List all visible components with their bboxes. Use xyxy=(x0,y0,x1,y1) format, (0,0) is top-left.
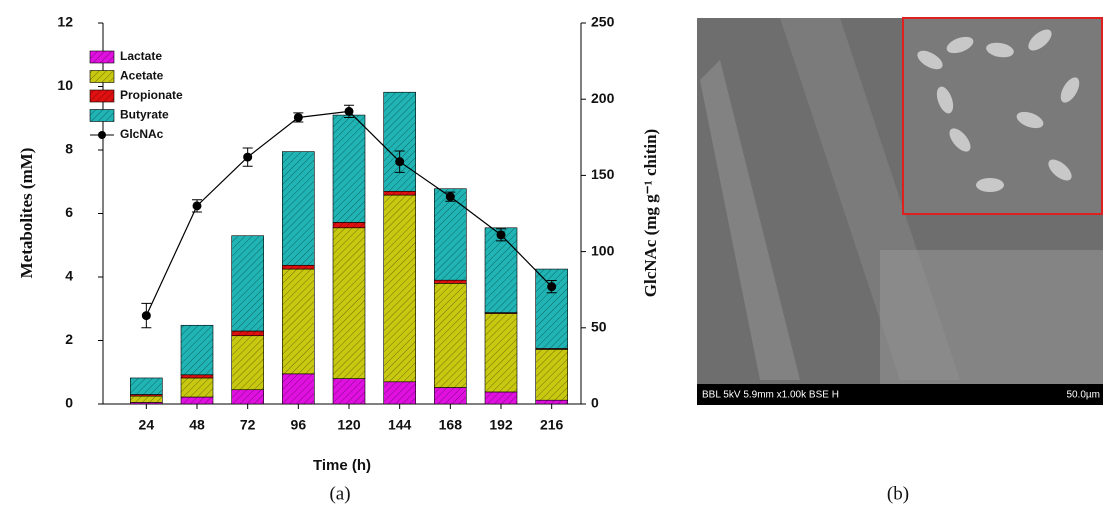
x-tick-label: 120 xyxy=(337,417,361,433)
texture xyxy=(880,250,1103,384)
bar-segment xyxy=(434,283,467,388)
point xyxy=(243,152,253,162)
bar-segment xyxy=(434,387,467,405)
y-tick-label: 10 xyxy=(57,77,73,93)
panel-label: (a) xyxy=(329,483,350,504)
legend-swatch xyxy=(89,109,115,122)
micrograph: BBL 5kV 5.9mm x1.00k BSE H 50.0µm xyxy=(697,17,1103,405)
bar-segment xyxy=(383,194,416,383)
y-tick-label: 0 xyxy=(65,395,73,411)
bar-segment xyxy=(434,188,467,281)
point xyxy=(547,282,557,292)
y2-tick-label: 50 xyxy=(591,319,607,335)
bar-segment xyxy=(180,377,214,398)
y2-axis-title: GlcNAc (mg g⁻¹ chitin) xyxy=(641,129,660,297)
bar-segment xyxy=(535,399,568,405)
bar-segment xyxy=(231,235,264,332)
bar-segment xyxy=(130,395,163,403)
legend-label: Butyrate xyxy=(120,108,169,122)
legend-swatch xyxy=(89,50,115,64)
cells xyxy=(917,29,1080,192)
point xyxy=(445,192,455,202)
x-tick-label: 216 xyxy=(540,417,564,433)
bar-segment xyxy=(282,151,315,266)
legend-label: Propionate xyxy=(120,88,183,102)
x-tick-label: 24 xyxy=(139,417,155,433)
point xyxy=(293,112,303,122)
panel-label: (b) xyxy=(887,483,909,504)
bar-segment xyxy=(180,374,214,379)
bar-segment xyxy=(332,378,366,405)
bar-segment xyxy=(282,268,315,375)
point xyxy=(141,311,151,321)
image-caption: BBL 5kV 5.9mm x1.00k BSE H xyxy=(702,390,839,401)
bar-segment xyxy=(484,313,518,393)
x-tick-label: 168 xyxy=(439,417,463,433)
y-axis-title: Metabolites (mM) xyxy=(17,148,36,279)
texture xyxy=(700,60,800,380)
bar-segment xyxy=(383,381,416,405)
bar-segment xyxy=(231,335,264,391)
bar-segment xyxy=(130,377,163,395)
y2-tick-label: 200 xyxy=(591,90,615,106)
point xyxy=(192,201,202,211)
legend-label: Lactate xyxy=(120,49,162,63)
y-tick-label: 2 xyxy=(65,331,73,347)
bar-segment xyxy=(484,227,518,313)
point xyxy=(496,230,506,240)
y2-tick-label: 250 xyxy=(591,14,615,30)
bar-segment xyxy=(434,279,467,284)
bar-segment xyxy=(332,227,366,379)
x-tick-label: 48 xyxy=(189,417,205,433)
bar-segment xyxy=(383,91,416,192)
x-tick-label: 144 xyxy=(388,417,412,433)
legend-swatch xyxy=(89,89,115,103)
bar-segment xyxy=(231,389,264,405)
y2-tick-label: 0 xyxy=(591,395,599,411)
bar-segment xyxy=(282,373,315,405)
bar-segment xyxy=(535,349,568,401)
x-tick-label: 72 xyxy=(240,417,256,433)
bar-segment xyxy=(180,324,214,376)
y-tick-label: 12 xyxy=(57,14,73,30)
bar-segment xyxy=(231,330,264,337)
x-tick-label: 192 xyxy=(489,417,513,433)
bar-segment xyxy=(383,190,416,196)
point xyxy=(344,106,354,116)
legend-label: GlcNAc xyxy=(120,127,164,141)
point xyxy=(395,157,405,167)
legend-label: Acetate xyxy=(120,69,164,83)
bar-segment xyxy=(282,264,315,270)
y-tick-label: 8 xyxy=(65,141,73,157)
x-tick-label: 96 xyxy=(291,417,307,433)
bar-segment xyxy=(332,114,366,223)
y2-tick-label: 100 xyxy=(591,242,615,258)
y-tick-label: 4 xyxy=(65,268,73,284)
y2-tick-label: 150 xyxy=(591,166,615,182)
info-bar xyxy=(697,384,1103,405)
scale-bar-label: 50.0µm xyxy=(1066,390,1100,401)
x-axis-title: Time (h) xyxy=(313,457,371,474)
legend-point xyxy=(98,131,106,139)
legend-swatch xyxy=(89,70,115,83)
bar-segment xyxy=(484,391,518,405)
y-tick-label: 6 xyxy=(65,204,73,220)
bar-segment xyxy=(180,396,214,405)
bar-segment xyxy=(332,222,366,229)
